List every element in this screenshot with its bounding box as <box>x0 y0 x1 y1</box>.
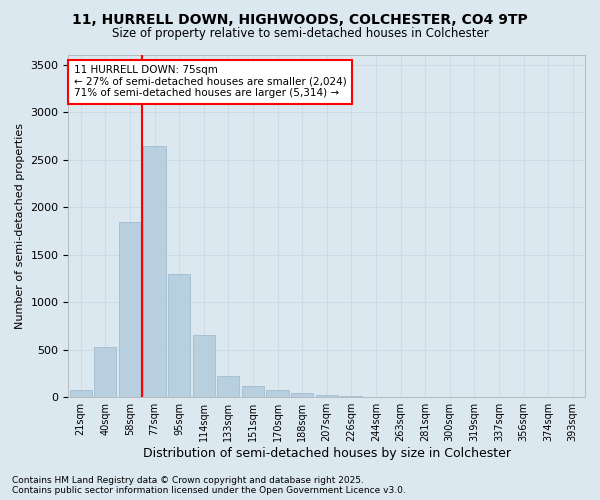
X-axis label: Distribution of semi-detached houses by size in Colchester: Distribution of semi-detached houses by … <box>143 447 511 460</box>
Bar <box>119 222 141 397</box>
Text: 11, HURRELL DOWN, HIGHWOODS, COLCHESTER, CO4 9TP: 11, HURRELL DOWN, HIGHWOODS, COLCHESTER,… <box>72 12 528 26</box>
Bar <box>70 390 92 397</box>
Bar <box>193 336 215 397</box>
Bar <box>94 347 116 397</box>
Y-axis label: Number of semi-detached properties: Number of semi-detached properties <box>15 123 25 329</box>
Text: Size of property relative to semi-detached houses in Colchester: Size of property relative to semi-detach… <box>112 28 488 40</box>
Bar <box>291 393 313 397</box>
Bar <box>217 376 239 397</box>
Text: 11 HURRELL DOWN: 75sqm
← 27% of semi-detached houses are smaller (2,024)
71% of : 11 HURRELL DOWN: 75sqm ← 27% of semi-det… <box>74 66 346 98</box>
Bar <box>242 386 264 397</box>
Text: Contains HM Land Registry data © Crown copyright and database right 2025.
Contai: Contains HM Land Registry data © Crown c… <box>12 476 406 495</box>
Bar <box>316 396 338 397</box>
Bar <box>266 390 289 397</box>
Bar <box>168 274 190 397</box>
Bar <box>340 396 362 397</box>
Bar <box>143 146 166 397</box>
